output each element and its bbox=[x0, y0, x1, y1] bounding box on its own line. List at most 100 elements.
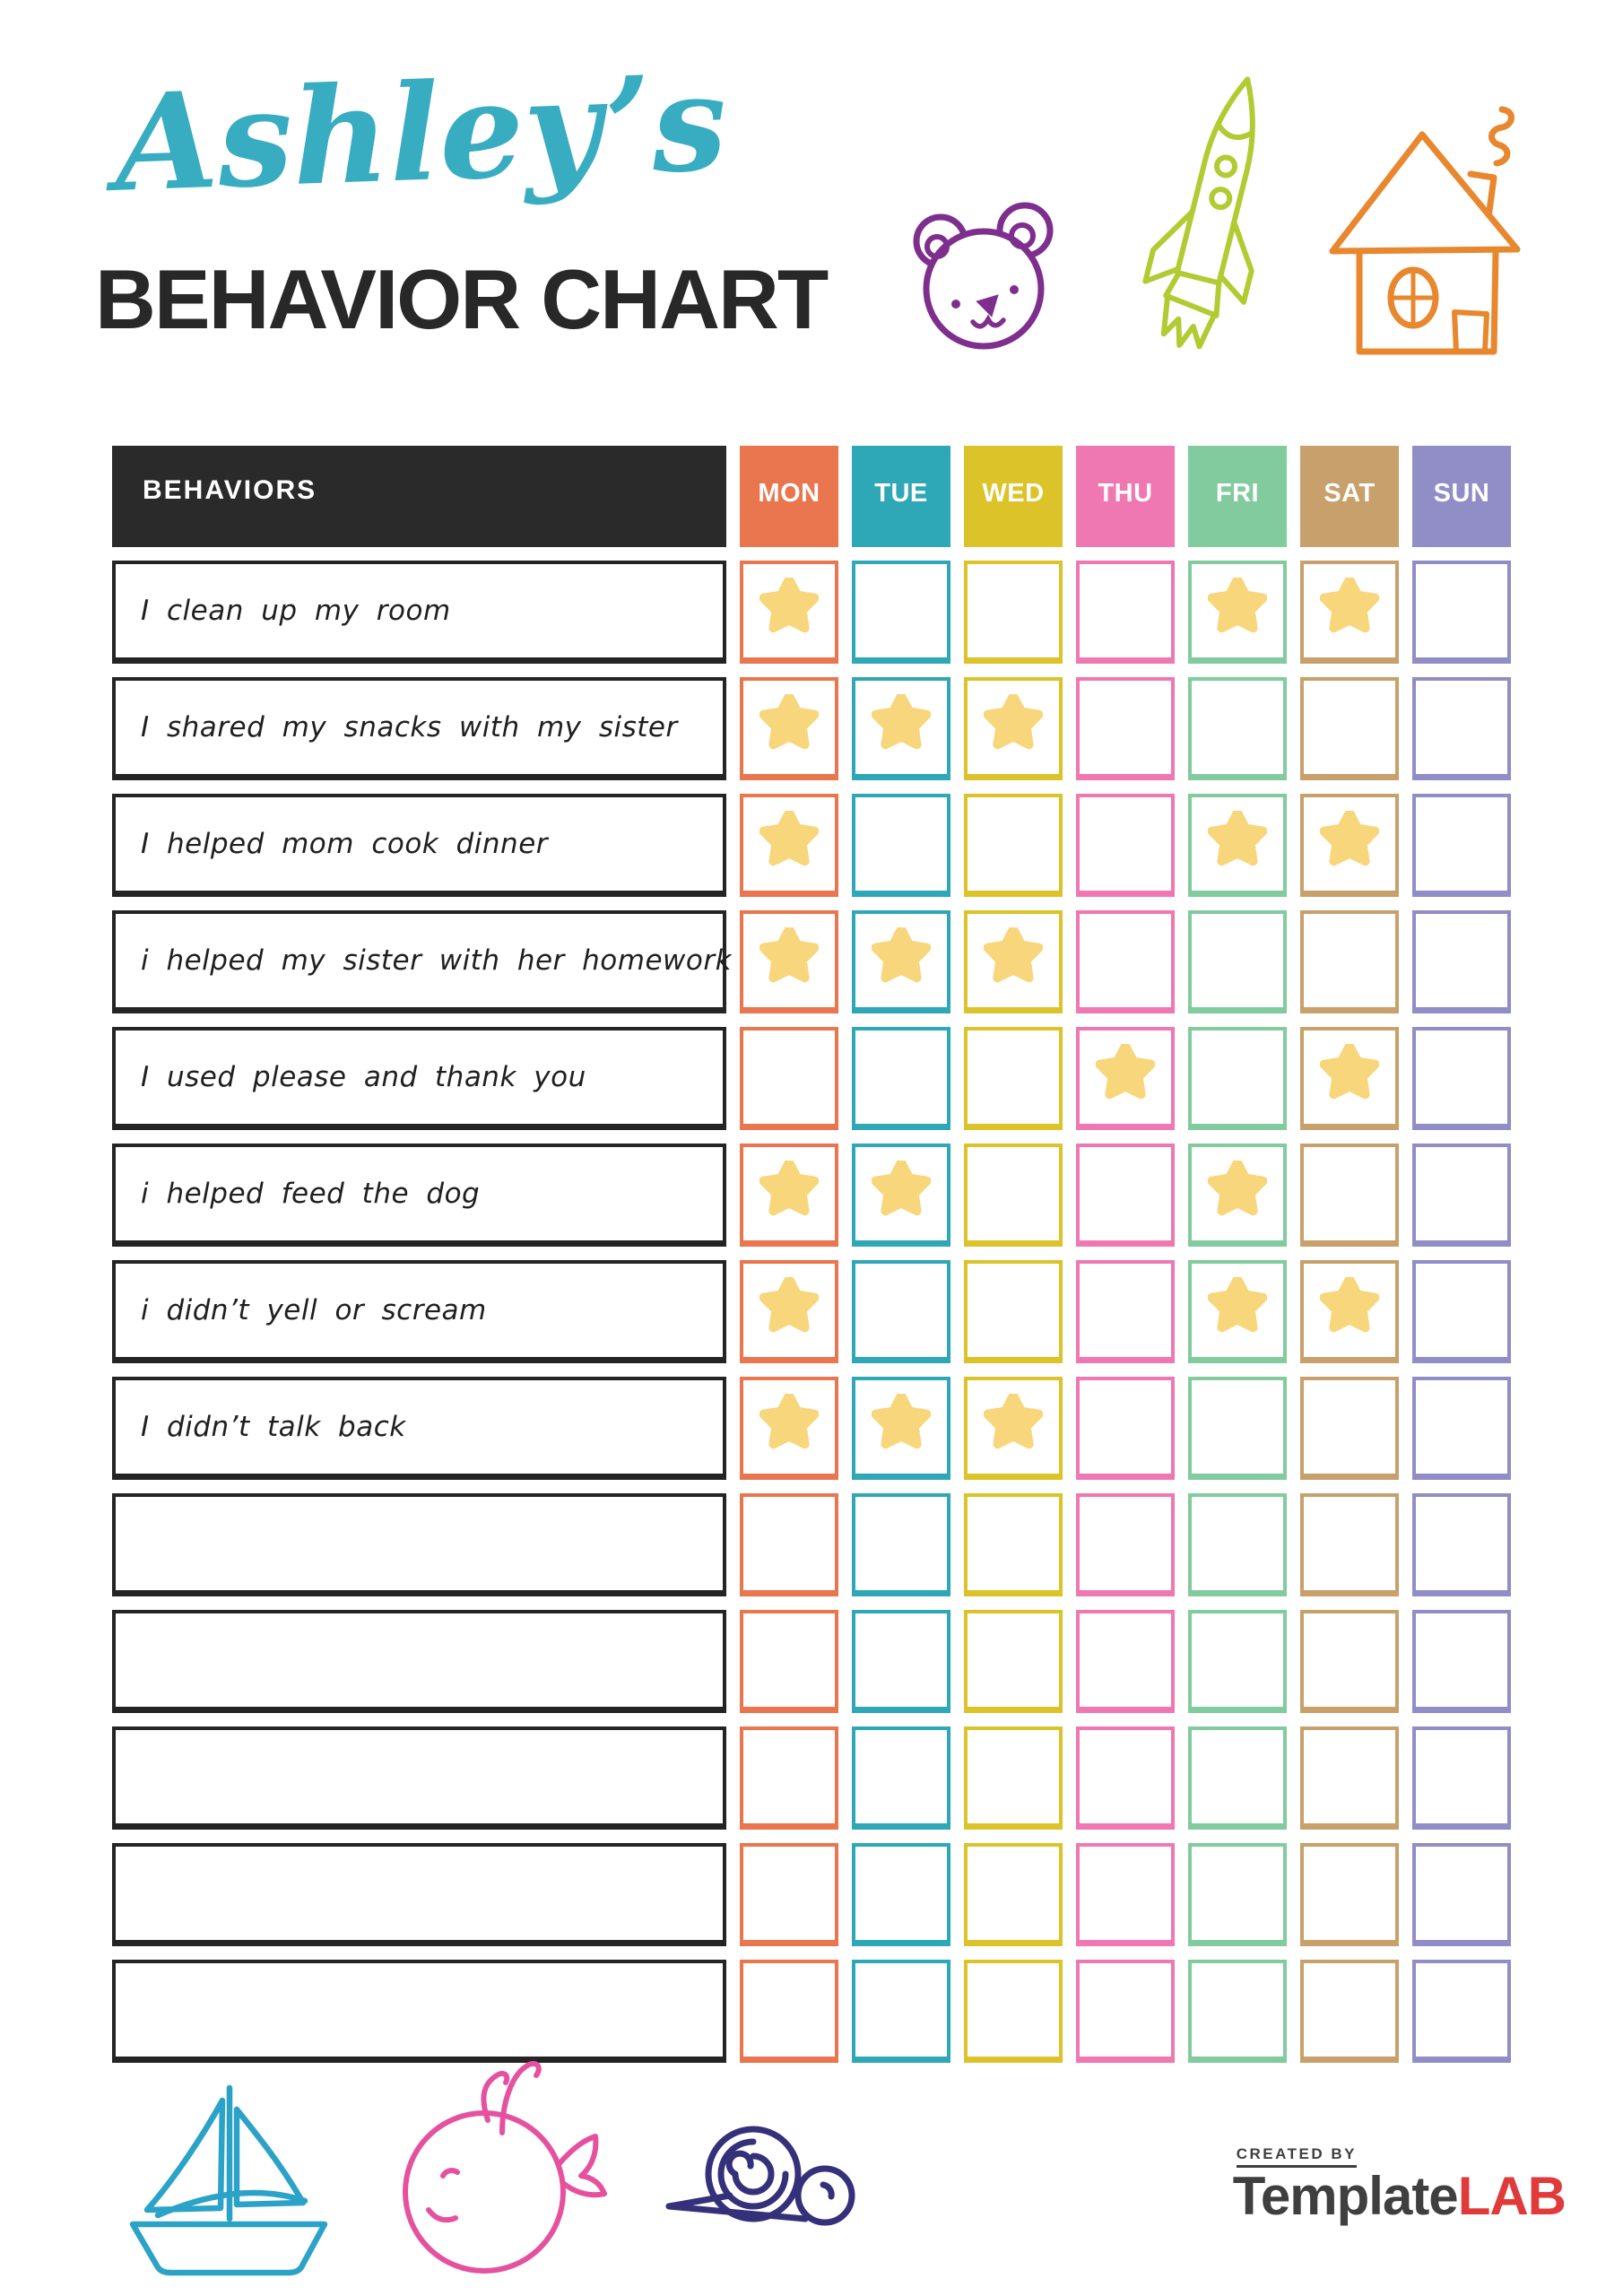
behavior-label-cell[interactable] bbox=[112, 1726, 726, 1830]
star-cell-wed[interactable] bbox=[964, 1610, 1063, 1713]
star-cell-sat[interactable] bbox=[1300, 1144, 1399, 1247]
star-cell-wed[interactable] bbox=[964, 561, 1063, 664]
star-cell-sun[interactable] bbox=[1412, 1260, 1511, 1363]
star-cell-mon[interactable] bbox=[740, 910, 838, 1013]
star-cell-mon[interactable] bbox=[740, 1493, 838, 1596]
star-cell-fri[interactable] bbox=[1188, 561, 1287, 664]
star-cell-mon[interactable] bbox=[740, 1027, 838, 1130]
star-cell-tue[interactable] bbox=[852, 1027, 950, 1130]
star-cell-tue[interactable] bbox=[852, 1377, 950, 1480]
star-cell-sun[interactable] bbox=[1412, 910, 1511, 1013]
star-cell-fri[interactable] bbox=[1188, 794, 1287, 897]
behavior-label-cell[interactable]: I used please and thank you bbox=[112, 1027, 726, 1130]
star-cell-mon[interactable] bbox=[740, 1610, 838, 1713]
star-cell-sat[interactable] bbox=[1300, 1726, 1399, 1830]
star-cell-thu[interactable] bbox=[1076, 1260, 1175, 1363]
star-cell-fri[interactable] bbox=[1188, 1726, 1287, 1830]
star-cell-mon[interactable] bbox=[740, 561, 838, 664]
behavior-label-cell[interactable]: i helped my sister with her homework bbox=[112, 910, 732, 1013]
star-cell-sat[interactable] bbox=[1300, 1260, 1399, 1363]
star-cell-fri[interactable] bbox=[1188, 1610, 1287, 1713]
star-cell-sat[interactable] bbox=[1300, 1377, 1399, 1480]
star-cell-wed[interactable] bbox=[964, 1960, 1063, 2063]
star-cell-sun[interactable] bbox=[1412, 1493, 1511, 1596]
behavior-label-cell[interactable]: I didn’t talk back bbox=[112, 1377, 726, 1480]
star-cell-fri[interactable] bbox=[1188, 910, 1287, 1013]
star-cell-sun[interactable] bbox=[1412, 1027, 1511, 1130]
behavior-label-cell[interactable] bbox=[112, 1610, 726, 1713]
star-cell-sat[interactable] bbox=[1300, 794, 1399, 897]
star-cell-mon[interactable] bbox=[740, 1960, 838, 2063]
behavior-label-cell[interactable]: I clean up my room bbox=[112, 561, 726, 664]
star-cell-wed[interactable] bbox=[964, 677, 1063, 780]
star-cell-thu[interactable] bbox=[1076, 1027, 1175, 1130]
star-cell-wed[interactable] bbox=[964, 1377, 1063, 1480]
star-cell-fri[interactable] bbox=[1188, 1260, 1287, 1363]
star-cell-fri[interactable] bbox=[1188, 1493, 1287, 1596]
star-cell-thu[interactable] bbox=[1076, 677, 1175, 780]
behavior-label-cell[interactable] bbox=[112, 1493, 726, 1596]
star-cell-thu[interactable] bbox=[1076, 1144, 1175, 1247]
star-cell-sat[interactable] bbox=[1300, 1493, 1399, 1596]
star-cell-wed[interactable] bbox=[964, 1493, 1063, 1596]
star-cell-wed[interactable] bbox=[964, 910, 1063, 1013]
star-cell-wed[interactable] bbox=[964, 794, 1063, 897]
star-cell-tue[interactable] bbox=[852, 1843, 950, 1946]
behavior-label-cell[interactable]: i helped feed the dog bbox=[112, 1144, 726, 1247]
star-cell-sat[interactable] bbox=[1300, 1027, 1399, 1130]
star-cell-thu[interactable] bbox=[1076, 910, 1175, 1013]
star-cell-sun[interactable] bbox=[1412, 1843, 1511, 1946]
star-cell-tue[interactable] bbox=[852, 561, 950, 664]
star-cell-tue[interactable] bbox=[852, 1610, 950, 1713]
star-cell-mon[interactable] bbox=[740, 1726, 838, 1830]
star-cell-wed[interactable] bbox=[964, 1726, 1063, 1830]
star-cell-thu[interactable] bbox=[1076, 1726, 1175, 1830]
star-cell-tue[interactable] bbox=[852, 1260, 950, 1363]
behavior-label-cell[interactable]: I helped mom cook dinner bbox=[112, 794, 726, 897]
star-cell-sat[interactable] bbox=[1300, 910, 1399, 1013]
star-cell-fri[interactable] bbox=[1188, 677, 1287, 780]
star-cell-fri[interactable] bbox=[1188, 1027, 1287, 1130]
star-cell-tue[interactable] bbox=[852, 1493, 950, 1596]
star-cell-wed[interactable] bbox=[964, 1260, 1063, 1363]
star-cell-mon[interactable] bbox=[740, 1843, 838, 1946]
star-cell-thu[interactable] bbox=[1076, 1377, 1175, 1480]
star-cell-sat[interactable] bbox=[1300, 1960, 1399, 2063]
star-cell-tue[interactable] bbox=[852, 794, 950, 897]
star-cell-tue[interactable] bbox=[852, 1726, 950, 1830]
star-cell-wed[interactable] bbox=[964, 1027, 1063, 1130]
star-cell-fri[interactable] bbox=[1188, 1843, 1287, 1946]
star-cell-thu[interactable] bbox=[1076, 794, 1175, 897]
star-cell-sat[interactable] bbox=[1300, 561, 1399, 664]
star-cell-sat[interactable] bbox=[1300, 1610, 1399, 1713]
star-cell-fri[interactable] bbox=[1188, 1144, 1287, 1247]
star-cell-mon[interactable] bbox=[740, 1260, 838, 1363]
star-cell-sun[interactable] bbox=[1412, 677, 1511, 780]
star-cell-sat[interactable] bbox=[1300, 677, 1399, 780]
star-cell-tue[interactable] bbox=[852, 910, 950, 1013]
star-cell-sun[interactable] bbox=[1412, 1377, 1511, 1480]
star-cell-thu[interactable] bbox=[1076, 1960, 1175, 2063]
star-cell-fri[interactable] bbox=[1188, 1960, 1287, 2063]
star-cell-mon[interactable] bbox=[740, 1144, 838, 1247]
star-cell-mon[interactable] bbox=[740, 1377, 838, 1480]
star-cell-tue[interactable] bbox=[852, 677, 950, 780]
star-cell-fri[interactable] bbox=[1188, 1377, 1287, 1480]
star-cell-wed[interactable] bbox=[964, 1843, 1063, 1946]
behavior-label-cell[interactable] bbox=[112, 1843, 726, 1946]
star-cell-sun[interactable] bbox=[1412, 1610, 1511, 1713]
star-cell-mon[interactable] bbox=[740, 677, 838, 780]
star-cell-tue[interactable] bbox=[852, 1960, 950, 2063]
star-cell-sun[interactable] bbox=[1412, 1960, 1511, 2063]
star-cell-tue[interactable] bbox=[852, 1144, 950, 1247]
star-cell-mon[interactable] bbox=[740, 794, 838, 897]
behavior-label-cell[interactable]: i didn’t yell or scream bbox=[112, 1260, 726, 1363]
star-cell-sat[interactable] bbox=[1300, 1843, 1399, 1946]
star-cell-thu[interactable] bbox=[1076, 1493, 1175, 1596]
behavior-label-cell[interactable] bbox=[112, 1960, 726, 2063]
star-cell-sun[interactable] bbox=[1412, 794, 1511, 897]
star-cell-thu[interactable] bbox=[1076, 561, 1175, 664]
star-cell-thu[interactable] bbox=[1076, 1610, 1175, 1713]
star-cell-sun[interactable] bbox=[1412, 1144, 1511, 1247]
star-cell-thu[interactable] bbox=[1076, 1843, 1175, 1946]
